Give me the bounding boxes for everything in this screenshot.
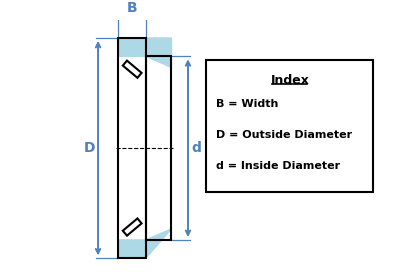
Text: d = Inside Diameter: d = Inside Diameter [216,161,339,171]
Polygon shape [123,61,142,78]
Text: D: D [84,141,96,155]
Bar [206,60,373,192]
Polygon shape [118,229,172,258]
Bar [118,38,146,258]
Text: d: d [191,141,201,155]
Text: B: B [127,1,137,14]
Text: D = Outside Diameter: D = Outside Diameter [216,130,352,140]
Bar [146,56,172,240]
Text: Index: Index [270,74,309,87]
Polygon shape [118,38,172,67]
Polygon shape [123,219,142,236]
Text: B = Width: B = Width [216,99,278,109]
